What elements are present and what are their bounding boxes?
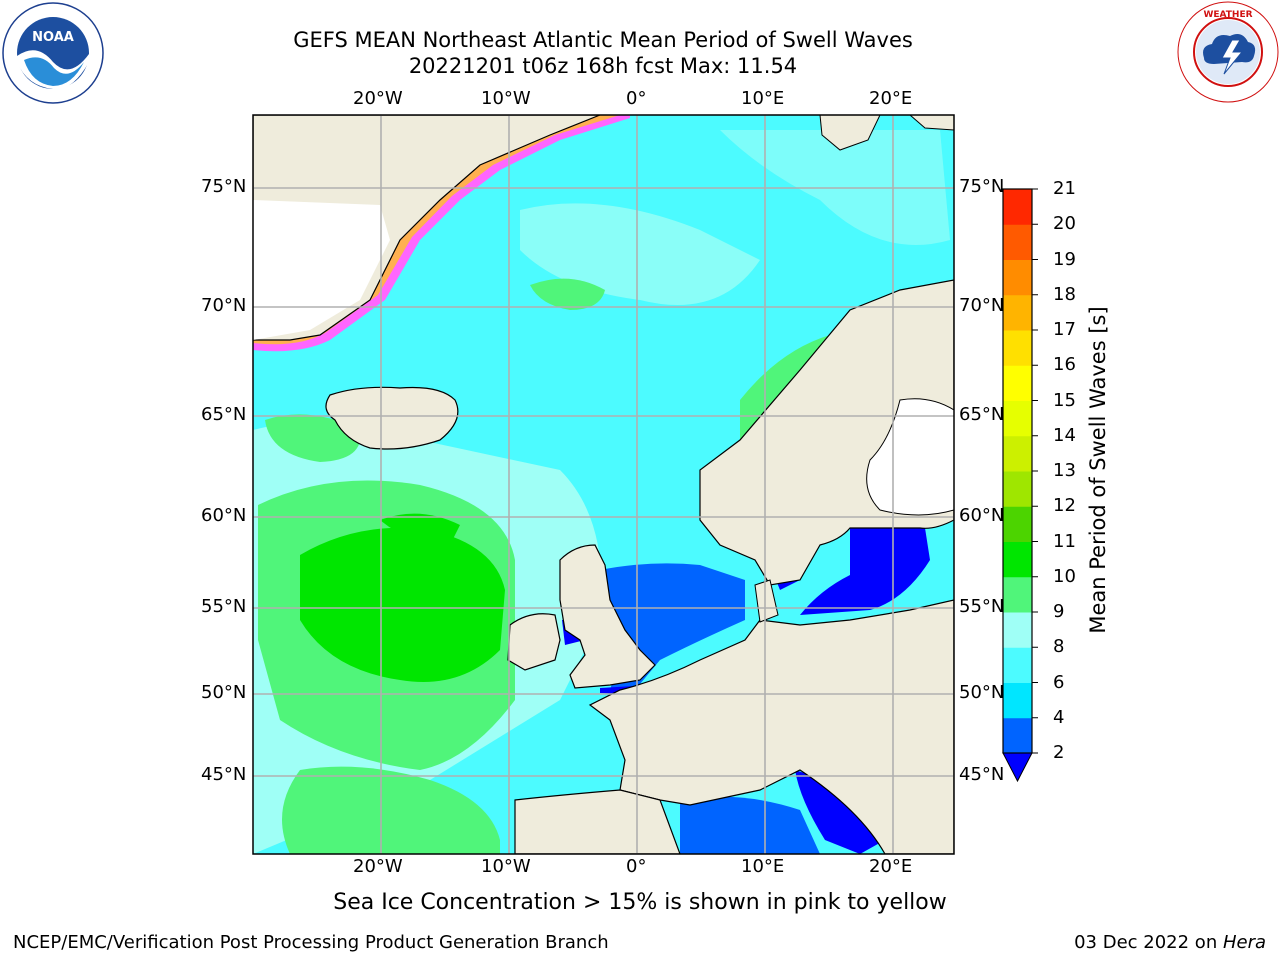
colorbar-swatch	[1003, 330, 1032, 366]
colorbar-swatch	[1003, 717, 1032, 754]
nws-logo: WEATHER	[1177, 1, 1279, 103]
colorbar-tick-marks	[1032, 188, 1038, 754]
colorbar-tick-label: 11	[1053, 530, 1076, 552]
colorbar-tick-label: 17	[1053, 319, 1076, 340]
lat-tick-right: 45°N	[959, 764, 1005, 785]
gulf-of-bothnia	[866, 398, 954, 516]
colorbar-tick-label: 18	[1053, 283, 1076, 305]
swell-zone-10-11	[380, 513, 460, 545]
colorbar-swatch	[1003, 259, 1032, 296]
colorbar-tick-label: 2	[1053, 742, 1065, 763]
colorbar-under-arrow	[1002, 752, 1033, 783]
colorbar-tick-label: 6	[1053, 671, 1065, 693]
colorbar-tick-label: 13	[1053, 460, 1076, 481]
colorbar-tick-label: 4	[1053, 706, 1065, 728]
lon-tick-top: 20°E	[869, 88, 913, 109]
colorbar-swatch	[1003, 612, 1032, 648]
colorbar-swatch	[1003, 682, 1032, 719]
lat-tick-left: 55°N	[201, 596, 247, 617]
colorbar-swatch	[1003, 294, 1032, 331]
svg-text:WEATHER: WEATHER	[1203, 10, 1252, 20]
colorbar-swatch	[1003, 471, 1032, 507]
colorbar-swatch	[1003, 400, 1032, 437]
lat-tick-left: 70°N	[201, 295, 247, 316]
lat-tick-left: 65°N	[201, 404, 247, 425]
swell-zone-10-11	[300, 527, 505, 682]
lon-tick-top: 10°W	[481, 88, 531, 109]
lat-tick-right: 70°N	[959, 295, 1005, 316]
colorbar-tick-label: 14	[1053, 424, 1076, 446]
ireland	[507, 613, 561, 671]
svalbard	[819, 115, 881, 151]
lat-tick-right: 60°N	[959, 505, 1005, 526]
colorbar-tick-label: 16	[1053, 354, 1076, 376]
lon-tick-bottom: 20°E	[869, 856, 913, 877]
lat-tick-left: 45°N	[201, 764, 247, 785]
lat-tick-right: 75°N	[959, 176, 1005, 197]
lat-tick-right: 50°N	[959, 682, 1005, 703]
swell-zone-6-8	[520, 203, 760, 305]
colorbar-swatch	[1003, 541, 1032, 578]
lon-tick-bottom: 20°W	[353, 856, 403, 877]
swell-zone-2-4	[680, 796, 820, 854]
colorbar-label: Mean Period of Swell Waves [s]	[1086, 306, 1110, 634]
svg-text:NOAA: NOAA	[32, 30, 74, 45]
lon-tick-bottom: 0°	[626, 856, 647, 877]
map-area	[253, 115, 954, 854]
colorbar-swatch	[1003, 647, 1032, 683]
greenland-ice-interior	[253, 200, 390, 340]
lat-tick-left: 50°N	[201, 682, 247, 703]
swell-zone-9-10	[265, 414, 361, 462]
colorbar-swatch	[1003, 506, 1032, 542]
swell-zone-9-10	[282, 766, 500, 854]
colorbar-swatch	[1003, 189, 1032, 225]
lat-tick-right: 65°N	[959, 404, 1005, 425]
swell-zone-9-10	[530, 278, 605, 310]
map-frame	[252, 114, 955, 855]
colorbar-swatch	[1003, 576, 1032, 613]
graticule	[253, 115, 954, 854]
colorbar-tick-label: 15	[1053, 389, 1076, 411]
chart-subtitle: 20221201 t06z 168h fcst Max: 11.54	[408, 54, 798, 78]
lat-tick-left: 75°N	[201, 176, 247, 197]
colorbar-tick-label: 20	[1053, 213, 1076, 235]
noaa-logo: NOAA	[2, 2, 104, 104]
lon-tick-top: 0°	[626, 88, 647, 109]
lon-tick-bottom: 10°W	[481, 856, 531, 877]
colorbar-swatch	[1003, 435, 1032, 472]
colorbar-tick-label: 10	[1053, 565, 1076, 587]
footer-date: 03 Dec 2022 on Hera	[1074, 932, 1266, 953]
great-britain	[559, 544, 656, 689]
colorbar-swatch	[1003, 224, 1032, 260]
chart-title: GEFS MEAN Northeast Atlantic Mean Period…	[293, 28, 913, 52]
lon-tick-top: 10°E	[741, 88, 785, 109]
footer-date-text: 03 Dec 2022 on	[1074, 932, 1223, 953]
svalbard-east	[909, 115, 954, 131]
colorbar	[1003, 189, 1032, 754]
swell-zone-under	[800, 528, 930, 615]
colorbar-tick-label: 9	[1053, 601, 1065, 622]
colorbar-swatch	[1003, 365, 1032, 401]
lon-tick-bottom: 10°E	[741, 856, 785, 877]
footer-host: Hera	[1222, 932, 1266, 953]
iberia	[514, 789, 681, 854]
colorbar-tick-label: 8	[1053, 636, 1065, 658]
colorbar-tick-label: 19	[1053, 248, 1076, 270]
sea-ice-note: Sea Ice Concentration > 15% is shown in …	[333, 890, 947, 915]
lon-tick-top: 20°W	[353, 88, 403, 109]
colorbar-tick-label: 12	[1053, 495, 1076, 517]
lat-tick-right: 55°N	[959, 596, 1005, 617]
footer-credit: NCEP/EMC/Verification Post Processing Pr…	[13, 932, 609, 953]
iceland	[325, 386, 459, 450]
colorbar-tick-label: 21	[1053, 178, 1076, 199]
swell-zone-under	[795, 770, 885, 854]
lat-tick-left: 60°N	[201, 505, 247, 526]
